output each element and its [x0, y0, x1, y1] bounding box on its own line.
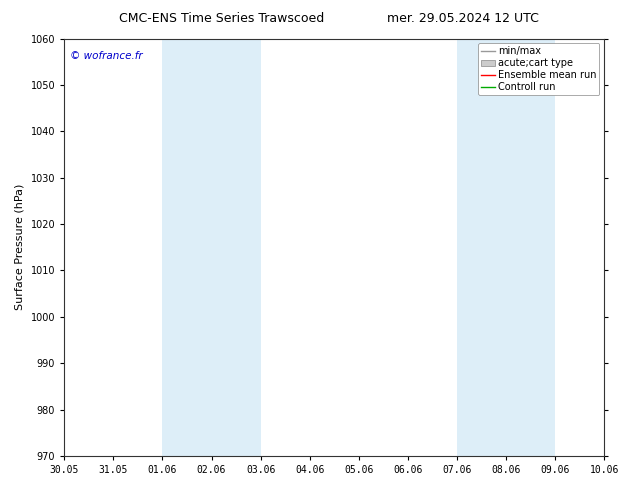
- Bar: [162, 39, 261, 456]
- Text: CMC-ENS Time Series Trawscoed: CMC-ENS Time Series Trawscoed: [119, 12, 325, 25]
- Legend: min/max, acute;cart type, Ensemble mean run, Controll run: min/max, acute;cart type, Ensemble mean …: [477, 44, 600, 95]
- Y-axis label: Surface Pressure (hPa): Surface Pressure (hPa): [15, 184, 25, 311]
- Bar: [457, 39, 555, 456]
- Text: © wofrance.fr: © wofrance.fr: [70, 51, 142, 61]
- Text: mer. 29.05.2024 12 UTC: mer. 29.05.2024 12 UTC: [387, 12, 539, 25]
